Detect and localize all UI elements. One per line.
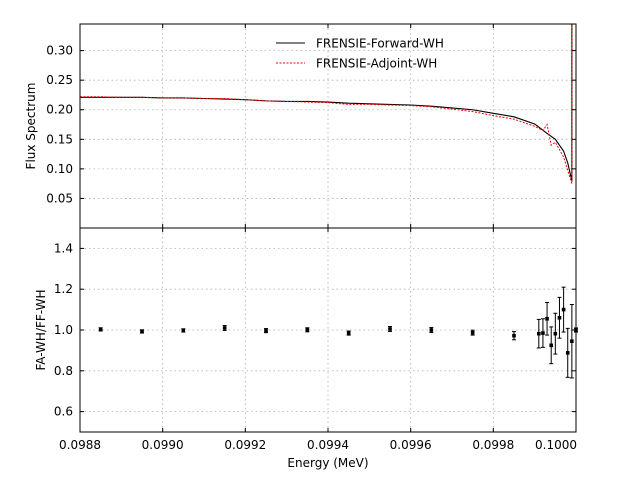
ratio-marker-12 <box>541 331 545 335</box>
ratio-point-17 <box>561 286 566 333</box>
top-ytick-label-4: 0.25 <box>46 73 73 87</box>
ratio-marker-18 <box>565 351 570 355</box>
flux-spectrum-panel: 0.05 0.10 0.15 0.20 0.25 0.30 Flux Spectrum F… <box>24 23 577 229</box>
top-ytick-label-2: 0.15 <box>46 132 73 146</box>
ratio-point-1 <box>140 329 144 334</box>
ratio-point-9 <box>470 329 475 336</box>
bottom-panel-grid <box>79 228 577 432</box>
ratio-point-19 <box>569 304 574 379</box>
ratio-marker-7 <box>388 327 392 331</box>
ratio-point-15 <box>553 312 558 355</box>
ratio-marker-4 <box>264 328 268 333</box>
ratio-point-13 <box>545 301 550 336</box>
ratio-marker-5 <box>305 327 310 332</box>
bottom-xtick-label-0: 0.0988 <box>59 438 101 452</box>
ratio-point-4 <box>264 328 268 334</box>
ratio-marker-1 <box>140 329 144 334</box>
ratio-marker-3 <box>222 326 227 330</box>
legend-forward-label: FRENSIE-Forward-WH <box>316 37 444 51</box>
bottom-ytick-label-2: 1.0 <box>54 323 73 337</box>
ratio-marker-17 <box>561 307 566 312</box>
ratio-point-14 <box>549 326 554 365</box>
top-ytick-label-1: 0.10 <box>46 162 73 176</box>
ratio-marker-6 <box>346 331 351 335</box>
ratio-point-11 <box>536 318 541 349</box>
ratio-point-5 <box>305 327 310 333</box>
ratio-marker-14 <box>549 343 553 348</box>
top-ytick-label-3: 0.20 <box>46 103 73 117</box>
bottom-ytick-label-4: 1.4 <box>54 241 73 255</box>
bottom-ytick-label-0: 0.6 <box>54 405 73 419</box>
ratio-marker-13 <box>545 316 549 321</box>
top-ytick-label-5: 0.30 <box>46 44 73 58</box>
legend: FRENSIE-Forward-WH FRENSIE-Adjoint-WH <box>276 37 444 71</box>
ratio-point-2 <box>181 328 186 333</box>
top-panel-grid <box>79 24 577 228</box>
bottom-xtick-label-4: 0.0996 <box>390 438 432 452</box>
ratio-marker-0 <box>98 327 103 332</box>
ratio-marker-15 <box>553 331 558 336</box>
legend-adjoint-label: FRENSIE-Adjoint-WH <box>316 57 437 71</box>
ratio-marker-16 <box>557 315 562 320</box>
ratio-marker-9 <box>470 330 475 335</box>
bottom-panel-y-ticks: 0.6 0.8 1.0 1.2 1.4 <box>54 241 576 419</box>
ratio-marker-10 <box>512 333 516 338</box>
ratio-point-16 <box>557 296 562 339</box>
top-panel-ylabel: Flux Spectrum <box>24 83 38 170</box>
bottom-xtick-label-3: 0.0994 <box>307 438 349 452</box>
ratio-point-3 <box>222 325 227 331</box>
ratio-marker-8 <box>429 328 434 332</box>
ratio-point-8 <box>429 327 434 333</box>
bottom-ytick-label-3: 1.2 <box>54 282 73 296</box>
ratio-marker-11 <box>537 331 541 336</box>
ratio-point-18 <box>565 327 570 378</box>
bottom-xtick-label-6: 0.1000 <box>535 438 577 452</box>
ratio-marker-2 <box>181 328 186 333</box>
ratio-point-6 <box>346 330 351 336</box>
ratio-point-12 <box>540 318 545 348</box>
ratio-marker-19 <box>570 339 574 344</box>
series-line-adjoint <box>80 23 576 184</box>
top-ytick-label-0: 0.05 <box>46 191 73 205</box>
ratio-panel: 0.6 0.8 1.0 1.2 1.4 0.0988 0.0990 0.0992 0.0994… <box>34 227 578 470</box>
bottom-xtick-label-5: 0.0998 <box>472 438 514 452</box>
ratio-point-0 <box>98 327 103 332</box>
top-panel-y-ticks: 0.05 0.10 0.15 0.20 0.25 0.30 <box>46 24 577 228</box>
bottom-ytick-label-1: 0.8 <box>54 364 73 378</box>
top-panel-series <box>80 23 576 184</box>
ratio-point-10 <box>512 331 516 341</box>
bottom-xtick-label-2: 0.0992 <box>224 438 266 452</box>
bottom-panel-x-ticks: 0.0988 0.0990 0.0992 0.0994 0.0996 0.0998 0.10… <box>59 228 577 452</box>
ratio-point-7 <box>388 326 392 332</box>
bottom-panel-ylabel: FA-WH/FF-WH <box>34 289 48 370</box>
x-axis-label: Energy (MeV) <box>287 456 368 470</box>
bottom-xtick-label-1: 0.0990 <box>142 438 184 452</box>
